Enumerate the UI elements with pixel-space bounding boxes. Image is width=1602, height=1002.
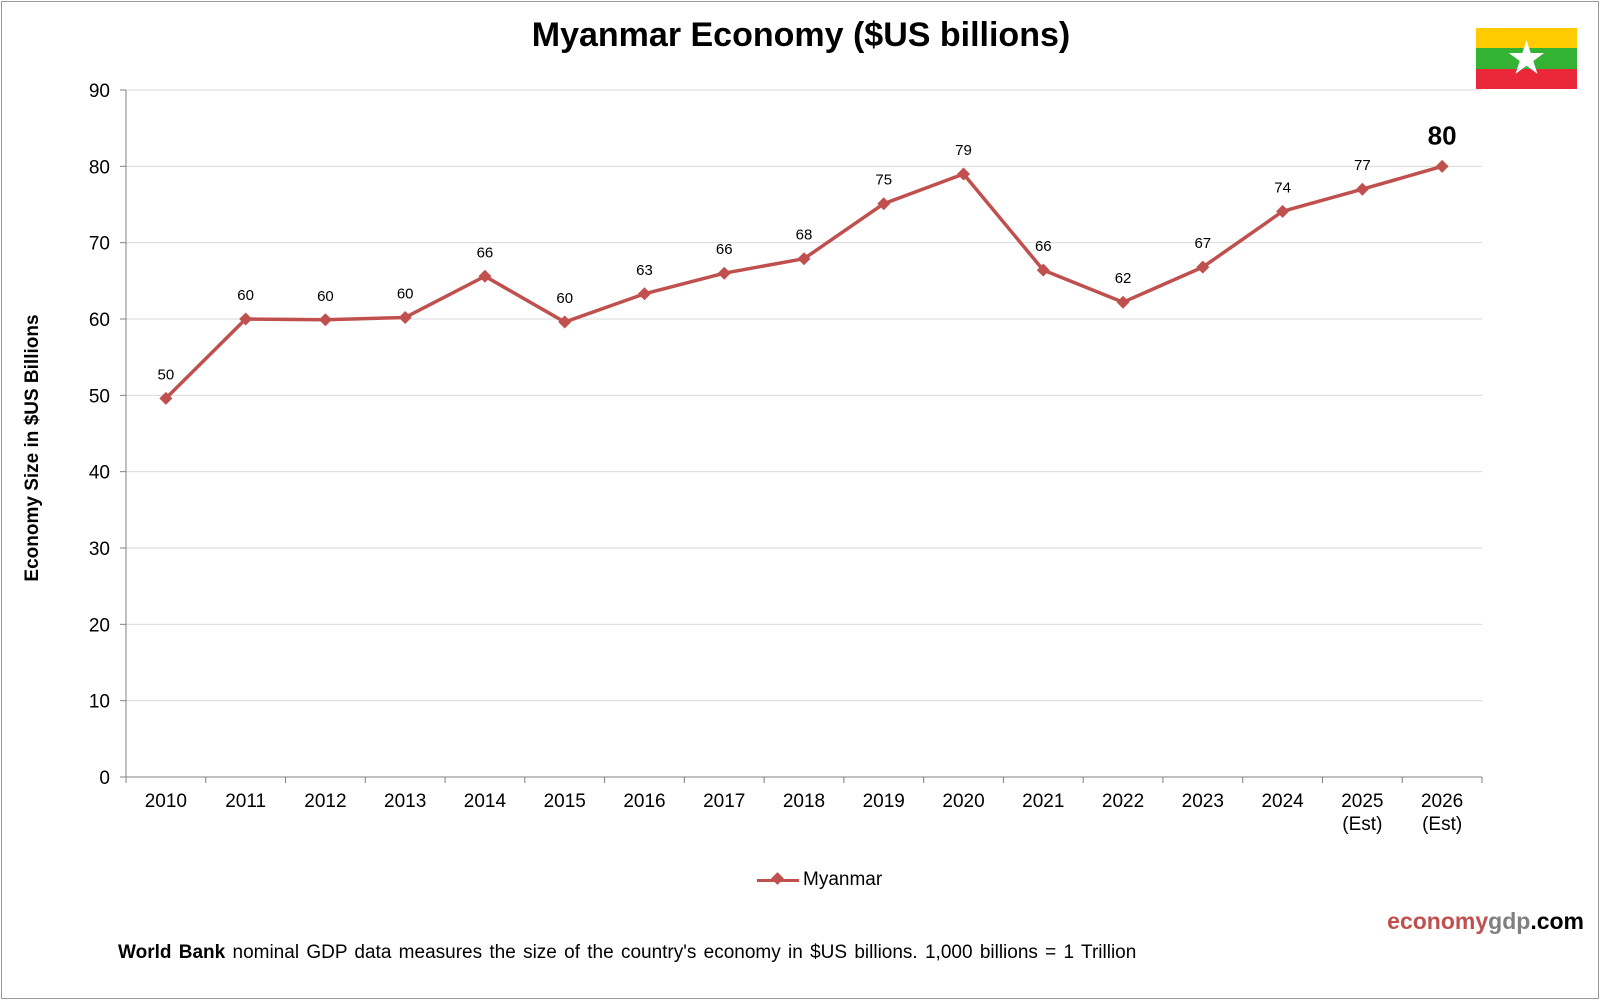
data-point-2011 [239,312,253,326]
data-point-2021 [1036,263,1050,277]
data-point-2022 [1116,295,1130,309]
x-tick-label-2021: 2021 [1022,791,1064,812]
data-point-2020 [957,167,971,181]
data-label-2025: 77 [1354,157,1371,174]
x-tick-label-2026-Est-line2: (Est) [1422,814,1462,835]
legend: Myanmar [757,868,882,892]
data-point-2024 [1276,204,1290,218]
data-label-2021: 66 [1035,238,1052,255]
data-label-2026: 80 [1428,120,1457,150]
x-tick-label-2025-Est: 2025 [1341,791,1383,812]
data-point-2010 [159,391,173,405]
x-tick-label-2020: 2020 [942,791,984,812]
y-tick-label-90: 90 [89,81,110,102]
data-point-2012 [318,313,332,327]
data-label-2012: 60 [317,288,334,305]
x-tick-label-2016: 2016 [623,791,665,812]
x-tick-label-2013: 2013 [384,791,426,812]
data-label-2018: 68 [796,227,813,244]
y-tick-label-80: 80 [89,157,110,178]
footnote-source: World Bank [118,942,226,963]
data-point-2026 [1435,159,1449,173]
brand-part-com: .com [1530,908,1584,934]
data-point-2014 [478,269,492,283]
x-tick-label-2011: 2011 [225,791,266,812]
brand-part-economy: economy [1387,908,1489,934]
y-tick-label-50: 50 [89,386,110,407]
flag-star-icon: ★ [1505,30,1548,85]
data-label-2015: 60 [556,290,573,307]
data-label-2024: 74 [1274,179,1291,196]
flag-band-red [1476,68,1577,89]
data-label-2013: 60 [397,285,414,302]
data-label-2010: 50 [158,366,175,383]
brand-watermark[interactable]: economygdp.com [1387,908,1584,935]
data-label-2022: 62 [1115,270,1132,287]
data-label-2014: 66 [477,244,494,261]
legend-label-myanmar: Myanmar [803,869,883,890]
x-tick-label-2025-Est-line2: (Est) [1342,814,1382,835]
y-tick-label-0: 0 [99,768,110,789]
data-point-2019 [877,197,891,211]
x-tick-label-2014: 2014 [464,791,507,812]
y-tick-label-10: 10 [89,692,110,713]
x-tick-label-2010: 2010 [145,791,187,812]
series-line-myanmar [164,164,1443,400]
data-point-2013 [398,310,412,324]
data-label-2011: 60 [237,287,254,304]
myanmar-flag-icon: ★ [1476,28,1577,89]
y-tick-label-20: 20 [89,615,110,636]
y-tick-label-40: 40 [89,463,110,484]
y-tick-label-60: 60 [89,310,110,331]
data-label-2016: 63 [636,262,653,279]
brand-part-gdp: gdp [1488,908,1531,934]
x-tick-label-2015: 2015 [544,791,586,812]
x-tick-label-2017: 2017 [703,791,745,812]
flag-band-green [1476,48,1577,69]
data-label-2019: 75 [875,172,892,189]
x-tick-label-2023: 2023 [1182,791,1224,812]
data-point-2017 [717,266,731,280]
x-tick-label-2022: 2022 [1102,791,1144,812]
x-tick-label-2012: 2012 [304,791,346,812]
flag-band-yellow [1476,28,1577,49]
data-label-2023: 67 [1194,235,1211,252]
x-tick-label-2019: 2019 [863,791,905,812]
data-label-2017: 66 [716,241,733,258]
data-point-2015 [558,315,572,329]
data-label-2020: 79 [955,142,972,159]
x-tick-label-2018: 2018 [783,791,825,812]
footnote: World Bank nominal GDP data measures the… [118,942,1136,964]
x-tick-label-2026-Est: 2026 [1421,791,1463,812]
data-point-2016 [637,287,651,301]
data-point-2018 [797,252,811,266]
chart-title: Myanmar Economy ($US billions) [531,16,1071,54]
legend-swatch-myanmar [757,878,799,882]
data-point-2023 [1196,260,1210,274]
y-tick-label-30: 30 [89,539,110,560]
data-point-2025 [1355,182,1369,196]
footnote-text: nominal GDP data measures the size of th… [225,942,1137,963]
x-tick-label-2024: 2024 [1261,791,1304,812]
y-tick-label-70: 70 [89,234,110,255]
